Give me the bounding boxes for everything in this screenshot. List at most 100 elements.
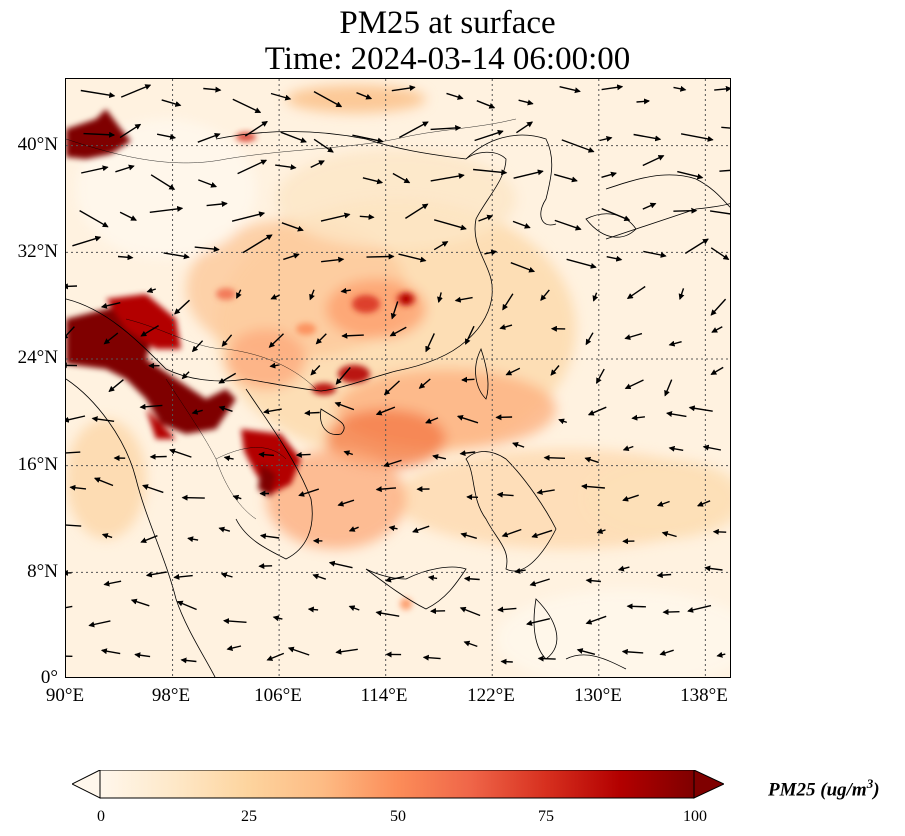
wind-arrow bbox=[383, 380, 400, 396]
wind-arrow bbox=[624, 332, 643, 340]
wind-arrow bbox=[512, 220, 531, 229]
lon-tick-114e: 114°E bbox=[360, 685, 408, 706]
wind-arrow bbox=[223, 455, 234, 462]
wind-arrow bbox=[678, 288, 685, 300]
wind-arrow bbox=[66, 605, 73, 609]
wind-arrow bbox=[362, 177, 384, 185]
wind-arrow bbox=[505, 367, 521, 376]
wind-arrow bbox=[617, 565, 630, 572]
wind-arrow bbox=[191, 340, 204, 353]
wind-arrow bbox=[456, 414, 479, 424]
wind-arrow bbox=[601, 207, 631, 222]
wind-arrow bbox=[437, 292, 443, 303]
wind-arrow bbox=[460, 532, 477, 539]
colorbar-min-extend bbox=[72, 770, 101, 799]
wind-arrow bbox=[313, 138, 334, 153]
wind-arrow bbox=[526, 618, 550, 626]
lon-tick-106e: 106°E bbox=[254, 685, 302, 706]
wind-arrow bbox=[626, 603, 646, 610]
map-subtitle-time: Time: 2024-03-14 06:00:00 bbox=[264, 41, 631, 77]
wind-arrow bbox=[307, 606, 319, 613]
wind-arrow bbox=[595, 368, 605, 384]
wind-arrow bbox=[221, 334, 233, 347]
wind-arrow bbox=[310, 365, 321, 376]
wind-arrow bbox=[310, 160, 325, 169]
wind-arrow bbox=[585, 615, 607, 625]
wind-arrow bbox=[636, 98, 650, 105]
lon-tick-98e: 98°E bbox=[151, 685, 191, 706]
wind-arrow bbox=[661, 531, 677, 538]
wind-arrow bbox=[391, 85, 416, 92]
colorbar-label-base: PM25 (ug/m bbox=[768, 779, 867, 801]
wind-arrow bbox=[559, 86, 581, 94]
wind-arrow bbox=[716, 651, 726, 658]
wind-arrow bbox=[680, 133, 714, 142]
wind-arrow bbox=[266, 652, 285, 661]
wind-arrow bbox=[315, 333, 327, 345]
wind-arrow bbox=[536, 489, 555, 495]
wind-arrow bbox=[601, 171, 617, 178]
wind-arrow bbox=[666, 411, 687, 418]
wind-arrow bbox=[226, 645, 242, 651]
wind-arrow bbox=[295, 451, 311, 458]
lat-tick-40n: 40°N bbox=[17, 134, 58, 155]
wind-arrow bbox=[375, 406, 396, 416]
wind-arrow bbox=[263, 408, 282, 415]
wind-arrow bbox=[710, 247, 730, 260]
wind-arrow bbox=[283, 253, 300, 261]
lat-tick-8n: 8°N bbox=[27, 561, 58, 582]
colorbar-tick-0: 0 bbox=[97, 808, 105, 825]
wind-arrow bbox=[710, 298, 727, 316]
colorbar-tick-100: 100 bbox=[683, 808, 707, 825]
wind-arrow bbox=[337, 499, 355, 507]
wind-vectors bbox=[66, 84, 730, 665]
wind-arrow bbox=[174, 299, 190, 315]
wind-arrow bbox=[169, 448, 192, 458]
wind-arrow bbox=[375, 610, 400, 617]
wind-arrow bbox=[631, 414, 645, 421]
wind-arrow bbox=[626, 285, 646, 299]
wind-arrow bbox=[478, 214, 494, 222]
wind-arrow bbox=[596, 528, 606, 534]
wind-arrow bbox=[459, 606, 481, 617]
pm25-field-map bbox=[66, 79, 730, 677]
wind-arrow bbox=[72, 235, 102, 247]
wind-arrow bbox=[624, 379, 644, 390]
wind-arrow bbox=[304, 409, 320, 416]
wind-arrow bbox=[66, 415, 86, 423]
wind-arrow bbox=[510, 262, 536, 273]
lat-tick-16n: 16°N bbox=[17, 454, 58, 475]
wind-arrow bbox=[203, 86, 222, 93]
wind-arrow bbox=[80, 89, 116, 99]
wind-arrow bbox=[385, 575, 405, 583]
wind-arrow bbox=[117, 254, 134, 261]
wind-arrow bbox=[599, 135, 613, 142]
wind-arrow bbox=[356, 92, 373, 100]
wind-arrow bbox=[181, 494, 205, 501]
wind-arrow bbox=[668, 340, 682, 347]
wind-arrow bbox=[662, 609, 680, 616]
wind-arrow bbox=[668, 445, 684, 452]
wind-arrow bbox=[656, 500, 670, 507]
colorbar-gradient bbox=[99, 770, 695, 799]
wind-arrow bbox=[236, 289, 242, 299]
wind-arrow bbox=[191, 408, 203, 415]
wind-arrow bbox=[194, 246, 220, 253]
wind-arrow bbox=[592, 292, 599, 302]
wind-arrow bbox=[622, 494, 639, 502]
wind-arrow bbox=[298, 488, 320, 497]
wind-arrow bbox=[313, 90, 343, 108]
wind-arrow bbox=[220, 572, 233, 579]
wind-arrow bbox=[581, 483, 605, 490]
wind-arrow bbox=[134, 652, 151, 659]
lat-tick-0: 0° bbox=[40, 667, 58, 688]
wind-arrow bbox=[721, 126, 730, 129]
wind-arrow bbox=[464, 325, 475, 345]
wind-arrow bbox=[554, 219, 582, 231]
wind-arrow bbox=[335, 367, 351, 385]
wind-arrow bbox=[704, 565, 723, 572]
wind-arrow bbox=[366, 253, 395, 260]
wind-arrow bbox=[348, 605, 360, 611]
wind-arrow bbox=[430, 173, 465, 182]
wind-arrow bbox=[392, 172, 411, 184]
